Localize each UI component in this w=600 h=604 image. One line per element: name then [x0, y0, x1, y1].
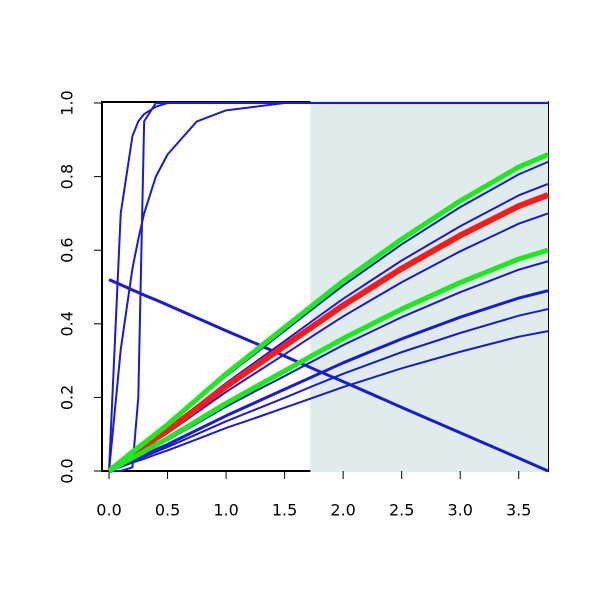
- series-line: [108, 308, 549, 472]
- series-line: [108, 278, 549, 473]
- y-tick-label: 0.0: [58, 458, 77, 483]
- y-tick-label: 1.0: [58, 90, 77, 115]
- series-line: [107, 152, 549, 473]
- x-tick-label: 1.5: [272, 501, 297, 520]
- shaded-region: [310, 101, 548, 472]
- series-line: [108, 102, 548, 472]
- y-tick-label: 0.6: [58, 237, 77, 262]
- x-tick-label: 0.5: [155, 501, 180, 520]
- x-tick-label: 1.0: [213, 501, 238, 520]
- series-line: [108, 330, 549, 472]
- x-tick-label: 2.5: [389, 501, 414, 520]
- series-line: [108, 289, 549, 473]
- x-tick-label: 2.0: [330, 501, 355, 520]
- x-tick-label: 3.5: [506, 501, 531, 520]
- x-tick-label: 0.0: [96, 501, 121, 520]
- y-tick-label: 0.2: [58, 385, 77, 410]
- y-tick-label: 0.4: [58, 311, 77, 336]
- y-tick-label: 0.8: [58, 164, 77, 189]
- x-tick-label: 3.0: [447, 501, 472, 520]
- series-line: [107, 247, 549, 474]
